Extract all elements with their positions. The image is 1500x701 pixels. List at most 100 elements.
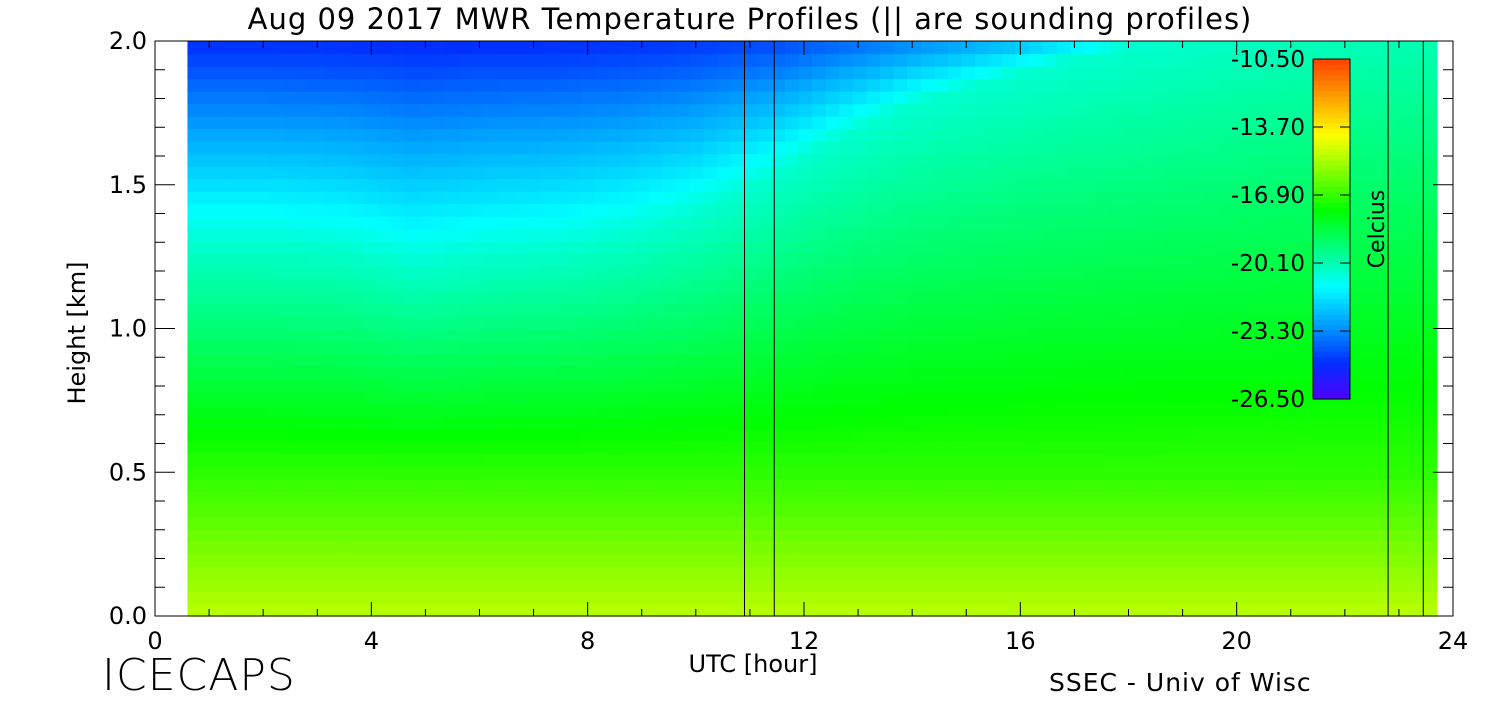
field-cell bbox=[1110, 278, 1126, 292]
field-cell bbox=[1355, 541, 1370, 555]
field-cell bbox=[907, 366, 922, 380]
field-cell bbox=[1260, 391, 1275, 405]
field-cell bbox=[622, 228, 637, 242]
field-cell bbox=[1205, 503, 1221, 517]
field-cell bbox=[961, 541, 976, 555]
field-cell bbox=[608, 141, 623, 155]
field-cell bbox=[1273, 303, 1289, 317]
field-cell bbox=[309, 241, 324, 255]
field-cell bbox=[513, 78, 528, 92]
field-cell bbox=[975, 316, 990, 330]
field-cell bbox=[649, 203, 664, 217]
field-cell bbox=[1151, 266, 1166, 280]
field-cell bbox=[1138, 453, 1153, 467]
field-cell bbox=[201, 316, 216, 330]
field-cell bbox=[567, 303, 582, 317]
field-cell bbox=[771, 603, 786, 617]
field-cell bbox=[825, 541, 840, 555]
field-cell bbox=[201, 466, 216, 480]
field-cell bbox=[1124, 141, 1139, 155]
field-cell bbox=[1382, 66, 1397, 80]
field-cell bbox=[431, 341, 447, 355]
field-cell bbox=[1138, 566, 1153, 580]
field-cell bbox=[812, 253, 827, 267]
field-cell bbox=[934, 266, 949, 280]
field-cell bbox=[214, 553, 229, 567]
field-cell bbox=[282, 416, 297, 430]
field-cell bbox=[228, 278, 243, 292]
field-cell bbox=[486, 53, 501, 67]
field-cell bbox=[1260, 91, 1275, 105]
field-cell bbox=[852, 291, 868, 305]
field-cell bbox=[1083, 341, 1098, 355]
field-cell bbox=[1138, 103, 1153, 117]
field-cell bbox=[526, 416, 542, 430]
field-cell bbox=[866, 491, 881, 505]
field-cell bbox=[363, 153, 379, 167]
field-cell bbox=[608, 341, 623, 355]
field-cell bbox=[241, 328, 257, 342]
field-cell bbox=[214, 141, 229, 155]
field-cell bbox=[228, 366, 243, 380]
field-cell bbox=[1138, 591, 1153, 605]
field-cell bbox=[363, 316, 379, 330]
field-cell bbox=[296, 266, 311, 280]
field-cell bbox=[676, 441, 691, 455]
field-cell bbox=[662, 128, 678, 142]
field-cell bbox=[309, 403, 324, 417]
field-cell bbox=[540, 316, 555, 330]
field-cell bbox=[784, 153, 800, 167]
field-cell bbox=[1056, 378, 1071, 392]
field-cell bbox=[1124, 403, 1139, 417]
field-cell bbox=[662, 553, 678, 567]
field-cell bbox=[323, 366, 338, 380]
colorbar-segment bbox=[1313, 213, 1350, 219]
field-cell bbox=[1368, 241, 1384, 255]
field-cell bbox=[771, 241, 786, 255]
field-cell bbox=[784, 516, 800, 530]
field-cell bbox=[608, 303, 623, 317]
field-cell bbox=[540, 66, 555, 80]
field-cell bbox=[350, 391, 365, 405]
field-cell bbox=[947, 66, 963, 80]
field-cell bbox=[554, 66, 569, 80]
field-cell bbox=[1205, 466, 1221, 480]
field-cell bbox=[377, 516, 392, 530]
field-cell bbox=[812, 353, 827, 367]
field-cell bbox=[1396, 166, 1411, 180]
field-cell bbox=[255, 516, 270, 530]
field-cell bbox=[1124, 341, 1139, 355]
field-cell bbox=[839, 403, 854, 417]
field-cell bbox=[594, 66, 610, 80]
field-cell bbox=[594, 328, 610, 342]
field-cell bbox=[757, 316, 773, 330]
field-cell bbox=[920, 416, 936, 430]
field-cell bbox=[1409, 578, 1424, 592]
field-cell bbox=[241, 341, 257, 355]
field-cell bbox=[309, 541, 324, 555]
field-cell bbox=[608, 366, 623, 380]
field-cell bbox=[635, 516, 650, 530]
field-cell bbox=[1260, 578, 1275, 592]
field-cell bbox=[947, 53, 963, 67]
field-cell bbox=[1070, 66, 1085, 80]
field-cell bbox=[649, 578, 664, 592]
field-cell bbox=[1192, 316, 1207, 330]
field-cell bbox=[391, 478, 406, 492]
field-cell bbox=[309, 278, 324, 292]
field-cell bbox=[907, 516, 922, 530]
field-cell bbox=[594, 241, 610, 255]
field-cell bbox=[336, 66, 352, 80]
field-cell bbox=[1042, 516, 1058, 530]
field-cell bbox=[1287, 553, 1302, 567]
field-cell bbox=[676, 516, 691, 530]
field-cell bbox=[1178, 41, 1194, 55]
colorbar: -10.50-13.70-16.90-20.10-23.30-26.50Celc… bbox=[1231, 47, 1390, 413]
field-cell bbox=[581, 378, 596, 392]
field-cell bbox=[268, 416, 284, 430]
field-cell bbox=[431, 116, 447, 130]
field-cell bbox=[268, 291, 284, 305]
field-cell bbox=[798, 466, 813, 480]
field-cell bbox=[499, 391, 515, 405]
field-cell bbox=[757, 128, 773, 142]
